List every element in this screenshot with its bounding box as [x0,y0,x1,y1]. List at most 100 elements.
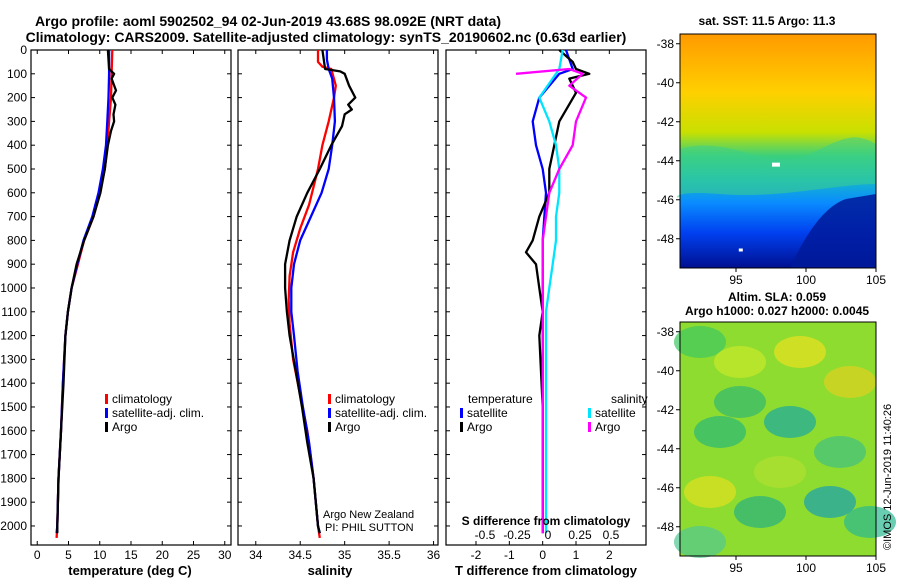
sla-anomaly-patch [754,456,806,488]
x-ticklabel: 0 [539,548,546,562]
series-line-t-argo [524,49,591,534]
sst-front [676,137,876,198]
map-y-ticklabel: -44 [657,154,675,168]
x-ticklabel: 15 [124,548,138,562]
x-ticklabel: -2 [471,548,482,562]
sla-anomaly-patch [814,436,866,468]
series-line-argo [56,49,118,534]
y-ticklabel: 700 [7,210,27,224]
legend-label: satellite-adj. clim. [112,406,204,420]
title-line-2: Climatology: CARS2009. Satellite-adjuste… [26,29,627,45]
s-ticklabel: -0.25 [503,528,531,542]
x-ticklabel: 20 [156,548,170,562]
y-ticklabel: 100 [7,67,27,81]
difference-xlabel: T difference from climatology [455,563,638,578]
y-ticklabel: 1100 [1,305,27,319]
legend-swatch [588,408,591,418]
salinity-panel: 34 34.5 35 35.5 36 [237,49,441,562]
y-ticklabel: 1000 [0,281,27,295]
argo-position-marker [772,162,780,167]
map-x-ticklabel: 95 [729,273,743,287]
sla-map-title-2: Argo h1000: 0.027 h2000: 0.0045 [685,304,869,318]
y-ticklabel: 0 [20,43,27,57]
legend-swatch [105,408,108,418]
map-y-ticklabel: -38 [657,37,675,51]
legend-label: Argo [595,420,621,434]
x-ticklabel: 2 [606,548,613,562]
legend-label: satellite [467,406,508,420]
sst-map-title: sat. SST: 11.5 Argo: 11.3 [699,14,836,28]
map-frame [679,33,877,269]
series-line-satellite-adj-clim- [290,50,337,534]
argo-credit-1: Argo New Zealand [323,509,414,521]
y-ticklabel: 1600 [0,424,27,438]
legend-swatch [328,394,331,404]
y-ticklabel: 1300 [0,352,27,366]
s-difference-label: S difference from climatology [462,514,631,528]
y-ticklabel: 2000 [0,519,27,533]
map-y-ticklabel: -42 [657,115,675,129]
y-ticklabel: 300 [7,114,27,128]
map-y-ticklabel: -48 [657,232,675,246]
map-y-ticklabel: -44 [657,442,675,456]
sst-map: -38 -40 -42 -44 -46 -48 95 100 105 [657,33,886,287]
x-ticklabel: 35.5 [377,548,401,562]
sla-map: -38 -40 -42 -44 -46 -48 95 100 105 [657,321,896,575]
sst-missing-pixel [738,248,743,252]
salinity-xlabel: salinity [308,563,354,578]
series-line-argo [283,49,357,534]
map-x-ticklabel: 95 [729,561,743,575]
y-ticklabel: 1200 [0,329,27,343]
sla-anomaly-patch [684,476,736,508]
sla-anomaly-patch [714,386,766,418]
difference-panel: -2 -1 0 1 2 [445,49,647,562]
sla-anomaly-patch [804,486,856,518]
map-y-ticklabel: -40 [657,364,675,378]
x-ticklabel: 36 [427,548,441,562]
x-ticklabel: 5 [65,548,72,562]
x-ticklabel: 1 [573,548,580,562]
x-ticklabel: 10 [93,548,107,562]
s-ticklabel: -0.5 [475,528,496,542]
y-ticklabel: 1400 [0,376,27,390]
legend-label: Argo [467,420,493,434]
difference-legend: temperature salinitysatelliteArgosatellit… [460,392,648,434]
argo-credit-2: PI: PHIL SUTTON [325,522,414,534]
y-ticklabel: 1900 [0,495,27,509]
legend-swatch [105,422,108,432]
series-line-s-argo [515,67,588,534]
legend-label: satellite [595,406,636,420]
x-ticklabel: 25 [187,548,201,562]
y-ticklabel: 1500 [0,400,27,414]
y-ticklabel: 1800 [0,471,27,485]
map-y-ticklabel: -40 [657,76,675,90]
legend-title: temperature [468,392,533,406]
title-line-1: Argo profile: aoml 5902502_94 02-Jun-201… [35,13,501,29]
sla-anomaly-patch [844,506,896,538]
sla-anomaly-patch [764,406,816,438]
y-ticklabel: 500 [7,162,27,176]
y-ticklabel: 900 [7,257,27,271]
series-line-s-satellite [538,49,564,534]
legend-label: satellite-adj. clim. [335,406,427,420]
legend-swatch [328,408,331,418]
x-ticklabel: 0 [34,548,41,562]
map-y-ticklabel: -42 [657,403,675,417]
map-x-ticklabel: 105 [866,273,886,287]
s-ticklabel: 0.5 [603,528,620,542]
sst-cold-water [790,194,876,268]
plot-frame [237,49,439,546]
s-ticklabel: 0.25 [568,528,592,542]
x-ticklabel: 30 [218,548,232,562]
sla-anomaly-patch [714,346,766,378]
y-ticklabel: 200 [7,91,27,105]
sla-anomaly-patch [674,526,726,558]
s-ticklabel: 0 [545,528,552,542]
x-ticklabel: -1 [504,548,515,562]
map-y-ticklabel: -48 [657,520,675,534]
legend-swatch [460,422,463,432]
legend-swatch [105,394,108,404]
x-ticklabel: 34 [249,548,263,562]
